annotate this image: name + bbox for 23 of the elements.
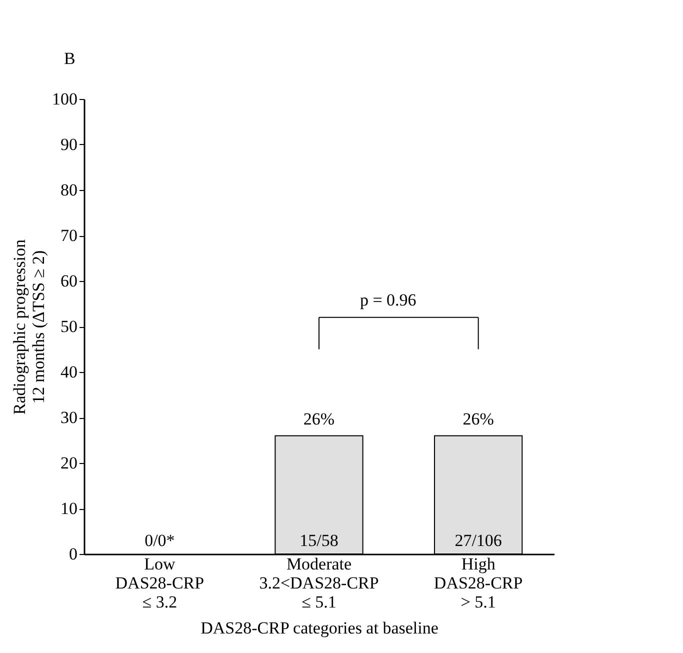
- y-tick-label: 100: [52, 90, 78, 108]
- x-tick-label: Moderate 3.2<DAS28-CRP ≤ 5.1: [259, 554, 379, 612]
- y-tick-label: 0: [69, 544, 78, 564]
- y-tick-label: 90: [60, 135, 78, 154]
- y-tick-label: 20: [60, 454, 78, 472]
- y-tick-label: 30: [60, 408, 78, 427]
- annotation: 0/0*: [144, 531, 175, 550]
- x-tick-label: High DAS28-CRP > 5.1: [434, 554, 523, 612]
- y-tick-label: 40: [60, 362, 78, 382]
- annotation: 15/58: [300, 531, 338, 550]
- y-tick-label: 80: [60, 180, 78, 200]
- y-tick-label: 10: [60, 499, 78, 518]
- data-label: 26%: [303, 410, 335, 429]
- x-tick-label: Low DAS28-CRP ≤ 3.2: [115, 554, 204, 612]
- y-tick-label: 70: [60, 226, 78, 245]
- y-axis-title: Radiographic progression 12 months (ΔTSS ≥ 2): [10, 238, 48, 415]
- y-tick-label: 60: [60, 272, 78, 290]
- data-label: 26%: [462, 410, 494, 429]
- x-axis-title: DAS28-CRP categories at baseline: [200, 618, 438, 638]
- annotation: 27/106: [454, 531, 502, 550]
- annotation: p = 0.96: [360, 290, 416, 310]
- y-tick-label: 50: [60, 317, 78, 336]
- text: B: [64, 49, 76, 68]
